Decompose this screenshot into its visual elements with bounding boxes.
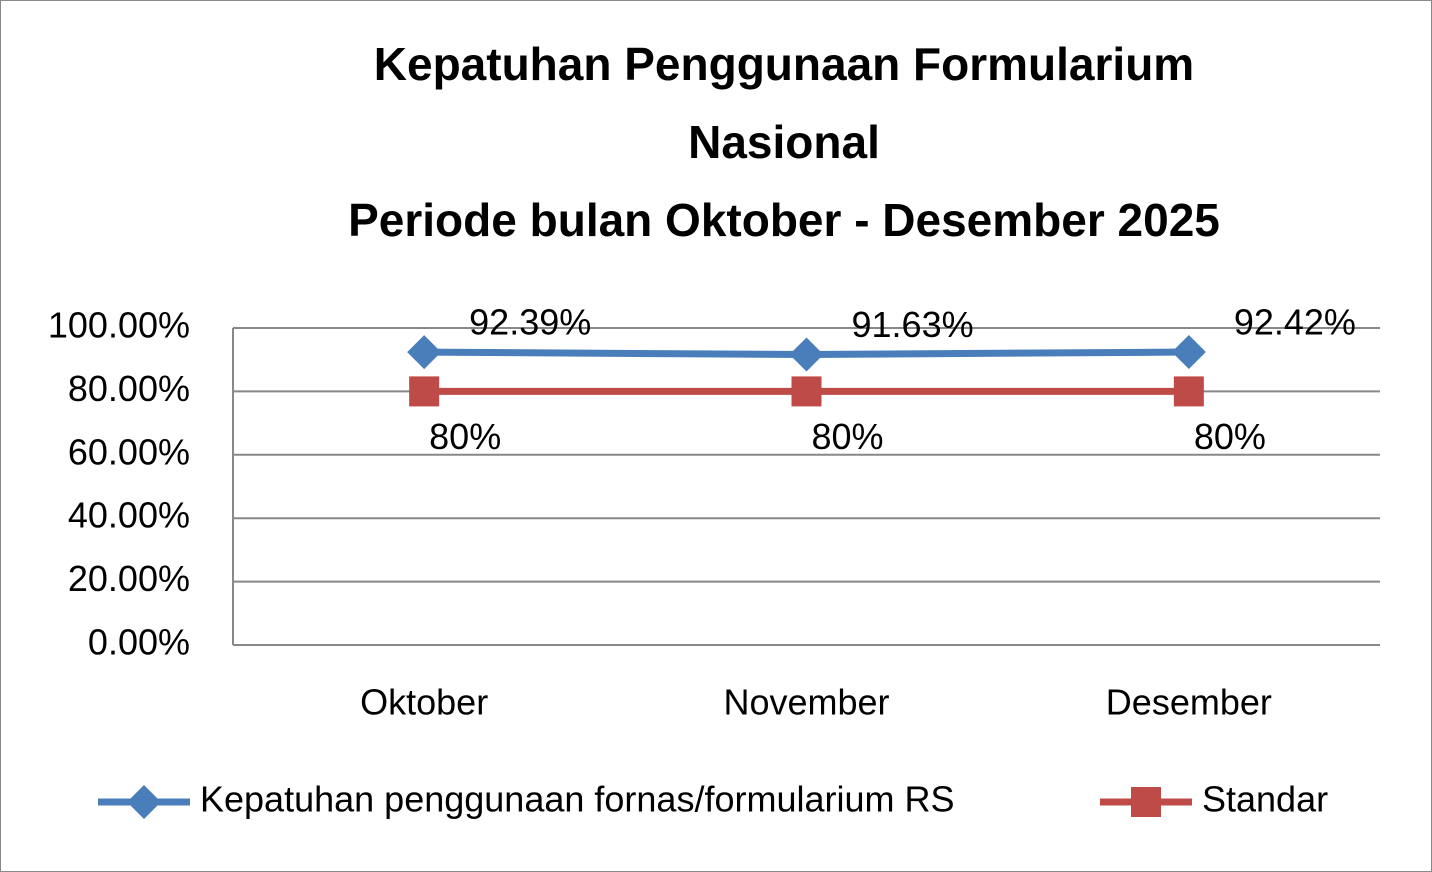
y-tick-label: 80.00% bbox=[68, 368, 190, 409]
data-point bbox=[789, 337, 824, 372]
chart-title: Periode bulan Oktober - Desember 2025 bbox=[348, 194, 1220, 246]
chart-title: Kepatuhan Penggunaan Formularium bbox=[374, 38, 1194, 90]
legend-marker bbox=[127, 785, 161, 819]
x-tick-label: Oktober bbox=[360, 682, 488, 723]
data-point bbox=[409, 376, 440, 407]
data-label: 91.63% bbox=[852, 304, 974, 345]
data-label: 80% bbox=[1194, 416, 1266, 457]
data-point bbox=[791, 376, 822, 407]
legend-label: Kepatuhan penggunaan fornas/formularium … bbox=[200, 779, 955, 820]
legend-label: Standar bbox=[1202, 779, 1328, 820]
data-label: 80% bbox=[429, 416, 501, 457]
data-point bbox=[1171, 335, 1206, 370]
y-tick-label: 40.00% bbox=[68, 495, 190, 536]
x-tick-label: November bbox=[723, 682, 889, 723]
x-tick-label: Desember bbox=[1106, 682, 1272, 723]
y-tick-label: 100.00% bbox=[48, 305, 190, 346]
legend-marker bbox=[1131, 787, 1161, 817]
data-point bbox=[1173, 376, 1204, 407]
data-label: 92.39% bbox=[469, 302, 591, 343]
y-tick-label: 20.00% bbox=[68, 558, 190, 599]
y-tick-label: 0.00% bbox=[88, 622, 190, 663]
data-point bbox=[407, 335, 442, 370]
y-tick-label: 60.00% bbox=[68, 431, 190, 472]
chart-title: Nasional bbox=[688, 116, 880, 168]
data-label: 80% bbox=[812, 416, 884, 457]
data-label: 92.42% bbox=[1234, 302, 1356, 343]
